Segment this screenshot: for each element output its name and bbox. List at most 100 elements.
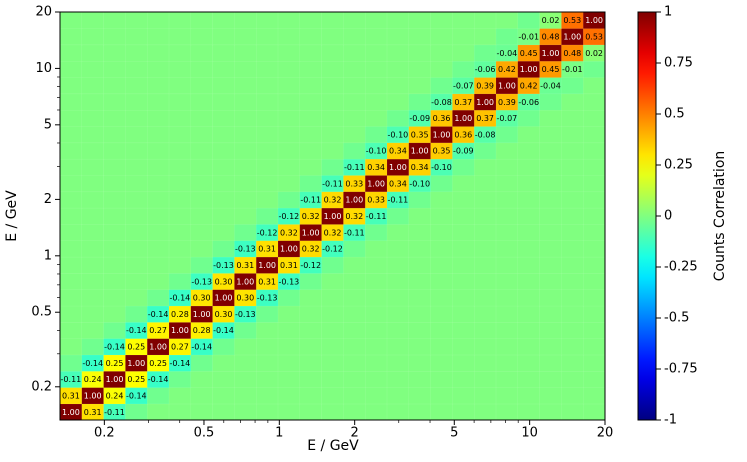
cell-label: 0.37	[454, 98, 472, 107]
heatmap-cell	[190, 60, 214, 78]
heatmap-cell	[299, 289, 323, 307]
heatmap-cell	[168, 158, 192, 176]
heatmap-cell	[386, 223, 410, 242]
cell-label: 0.28	[171, 310, 189, 319]
heatmap-cell	[561, 223, 584, 242]
heatmap-cell	[321, 338, 344, 356]
heatmap-cell	[343, 370, 366, 388]
heatmap-cell	[495, 338, 519, 356]
heatmap-cell	[495, 289, 519, 307]
heatmap-cell	[125, 158, 148, 176]
heatmap-cell	[299, 354, 323, 372]
heatmap-cell	[343, 28, 366, 46]
heatmap-cell	[517, 321, 541, 339]
heatmap-cell	[190, 240, 214, 258]
heatmap-cell	[495, 125, 519, 144]
heatmap-cell	[561, 354, 584, 372]
heatmap-cell	[321, 289, 344, 307]
heatmap-cell	[452, 403, 475, 421]
cell-label: -0.01	[518, 32, 539, 41]
heatmap-cell	[473, 44, 497, 62]
heatmap-cell	[321, 93, 344, 111]
heatmap-cell	[255, 77, 279, 95]
heatmap-cell	[343, 256, 366, 274]
heatmap-cell	[255, 109, 279, 127]
heatmap-cell	[582, 387, 606, 405]
heatmap-cell	[146, 289, 170, 307]
heatmap-cell	[495, 142, 519, 160]
heatmap-cell	[386, 403, 410, 421]
heatmap-cell	[168, 240, 192, 258]
cell-label: -0.06	[518, 98, 539, 107]
heatmap-cell	[59, 338, 83, 356]
heatmap-cell	[408, 223, 432, 242]
heatmap-cell	[408, 11, 432, 29]
heatmap-cell	[582, 289, 606, 307]
heatmap-cell	[452, 60, 475, 78]
heatmap-cell	[103, 174, 126, 193]
cell-label: 1.00	[520, 65, 538, 74]
heatmap-cell	[561, 93, 584, 111]
heatmap-cell	[255, 354, 279, 372]
heatmap-cell	[125, 223, 148, 242]
heatmap-cell	[255, 28, 279, 46]
heatmap-cell	[495, 321, 519, 339]
heatmap-cell	[146, 158, 170, 176]
heatmap: 1.00 0.31 -0.110.31 1.00 0.24 -0.14-0.11 0.24 1…	[59, 11, 606, 421]
heatmap-cell	[473, 207, 497, 225]
heatmap-cell	[408, 338, 432, 356]
cell-label: 1.00	[454, 114, 472, 123]
heatmap-cell	[582, 223, 606, 242]
y-tick-label: 2	[44, 192, 52, 207]
heatmap-cell	[277, 44, 301, 62]
heatmap-cell	[473, 370, 497, 388]
heatmap-cell	[59, 321, 83, 339]
heatmap-cell	[299, 387, 323, 405]
heatmap-cell	[59, 11, 83, 29]
heatmap-cell	[299, 11, 323, 29]
heatmap-cell	[59, 60, 83, 78]
cell-label: 0.31	[258, 277, 276, 286]
cell-label: -0.14	[126, 392, 147, 401]
heatmap-cell	[81, 223, 105, 242]
heatmap-cell	[517, 223, 541, 242]
heatmap-cell	[277, 109, 301, 127]
heatmap-cell	[146, 142, 170, 160]
heatmap-cell	[430, 44, 453, 62]
heatmap-cell	[343, 77, 366, 95]
cell-label: 0.42	[498, 65, 516, 74]
y-tick-label: 1	[44, 248, 52, 263]
heatmap-cell	[408, 272, 432, 290]
heatmap-cell	[473, 354, 497, 372]
heatmap-cell	[517, 142, 541, 160]
cell-label: 0.31	[236, 261, 254, 270]
heatmap-cell	[125, 125, 148, 144]
heatmap-cell	[539, 223, 562, 242]
heatmap-cell	[343, 305, 366, 323]
cell-label: -0.08	[475, 130, 496, 139]
heatmap-cell	[190, 142, 214, 160]
heatmap-cell	[582, 142, 606, 160]
heatmap-cell	[517, 11, 541, 29]
heatmap-cell	[81, 93, 105, 111]
heatmap-cell	[59, 125, 83, 144]
heatmap-cell	[321, 272, 344, 290]
heatmap-cell	[343, 240, 366, 258]
cell-label: 0.32	[324, 196, 342, 205]
heatmap-cell	[561, 370, 584, 388]
heatmap-cell	[452, 223, 475, 242]
cell-label: 0.35	[411, 130, 429, 139]
heatmap-cell	[277, 305, 301, 323]
heatmap-cell	[561, 403, 584, 421]
heatmap-cell	[103, 109, 126, 127]
heatmap-cell	[321, 158, 344, 176]
heatmap-cell	[561, 338, 584, 356]
heatmap-cell	[452, 28, 475, 46]
heatmap-cell	[168, 60, 192, 78]
colorbar-tick-label: -1	[664, 413, 677, 428]
heatmap-cell	[59, 28, 83, 46]
heatmap-cell	[364, 338, 388, 356]
heatmap-cell	[255, 305, 279, 323]
plot-frame	[59, 11, 606, 421]
cell-label: 0.39	[476, 81, 494, 90]
